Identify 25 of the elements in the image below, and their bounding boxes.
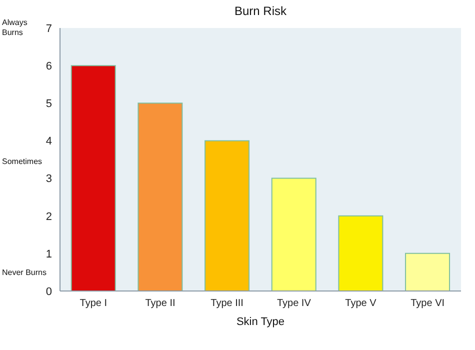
x-tick-label: Type II <box>145 298 176 310</box>
x-tick-label: Type VI <box>410 298 445 310</box>
text: Never Burns <box>2 268 48 278</box>
y-tick-label: 5 <box>46 98 52 110</box>
text: Sometimes <box>2 157 44 168</box>
bar <box>405 252 450 291</box>
bar <box>271 178 316 291</box>
y-tick-label: 6 <box>46 60 52 72</box>
x-tick-label: Type IV <box>276 298 312 310</box>
y-tick-label: 3 <box>46 173 52 186</box>
y-tick-label: 1 <box>46 248 52 260</box>
bar <box>70 65 116 291</box>
text: Always Burns <box>2 18 28 37</box>
x-tick-label: Type III <box>210 298 244 310</box>
y-tick-label: 0 <box>46 286 52 298</box>
y-tick-label: 7 <box>46 22 52 35</box>
x-axis-title: Skin Type <box>236 316 285 328</box>
chart-title: Burn Risk <box>233 4 288 18</box>
x-tick-label: Type I <box>80 298 108 310</box>
y-tick-label: 2 <box>46 210 52 223</box>
bar <box>338 215 384 291</box>
bar <box>204 140 250 291</box>
y-tick-label: 4 <box>46 136 52 148</box>
x-tick-label: Type V <box>345 298 377 310</box>
bar <box>138 102 183 291</box>
